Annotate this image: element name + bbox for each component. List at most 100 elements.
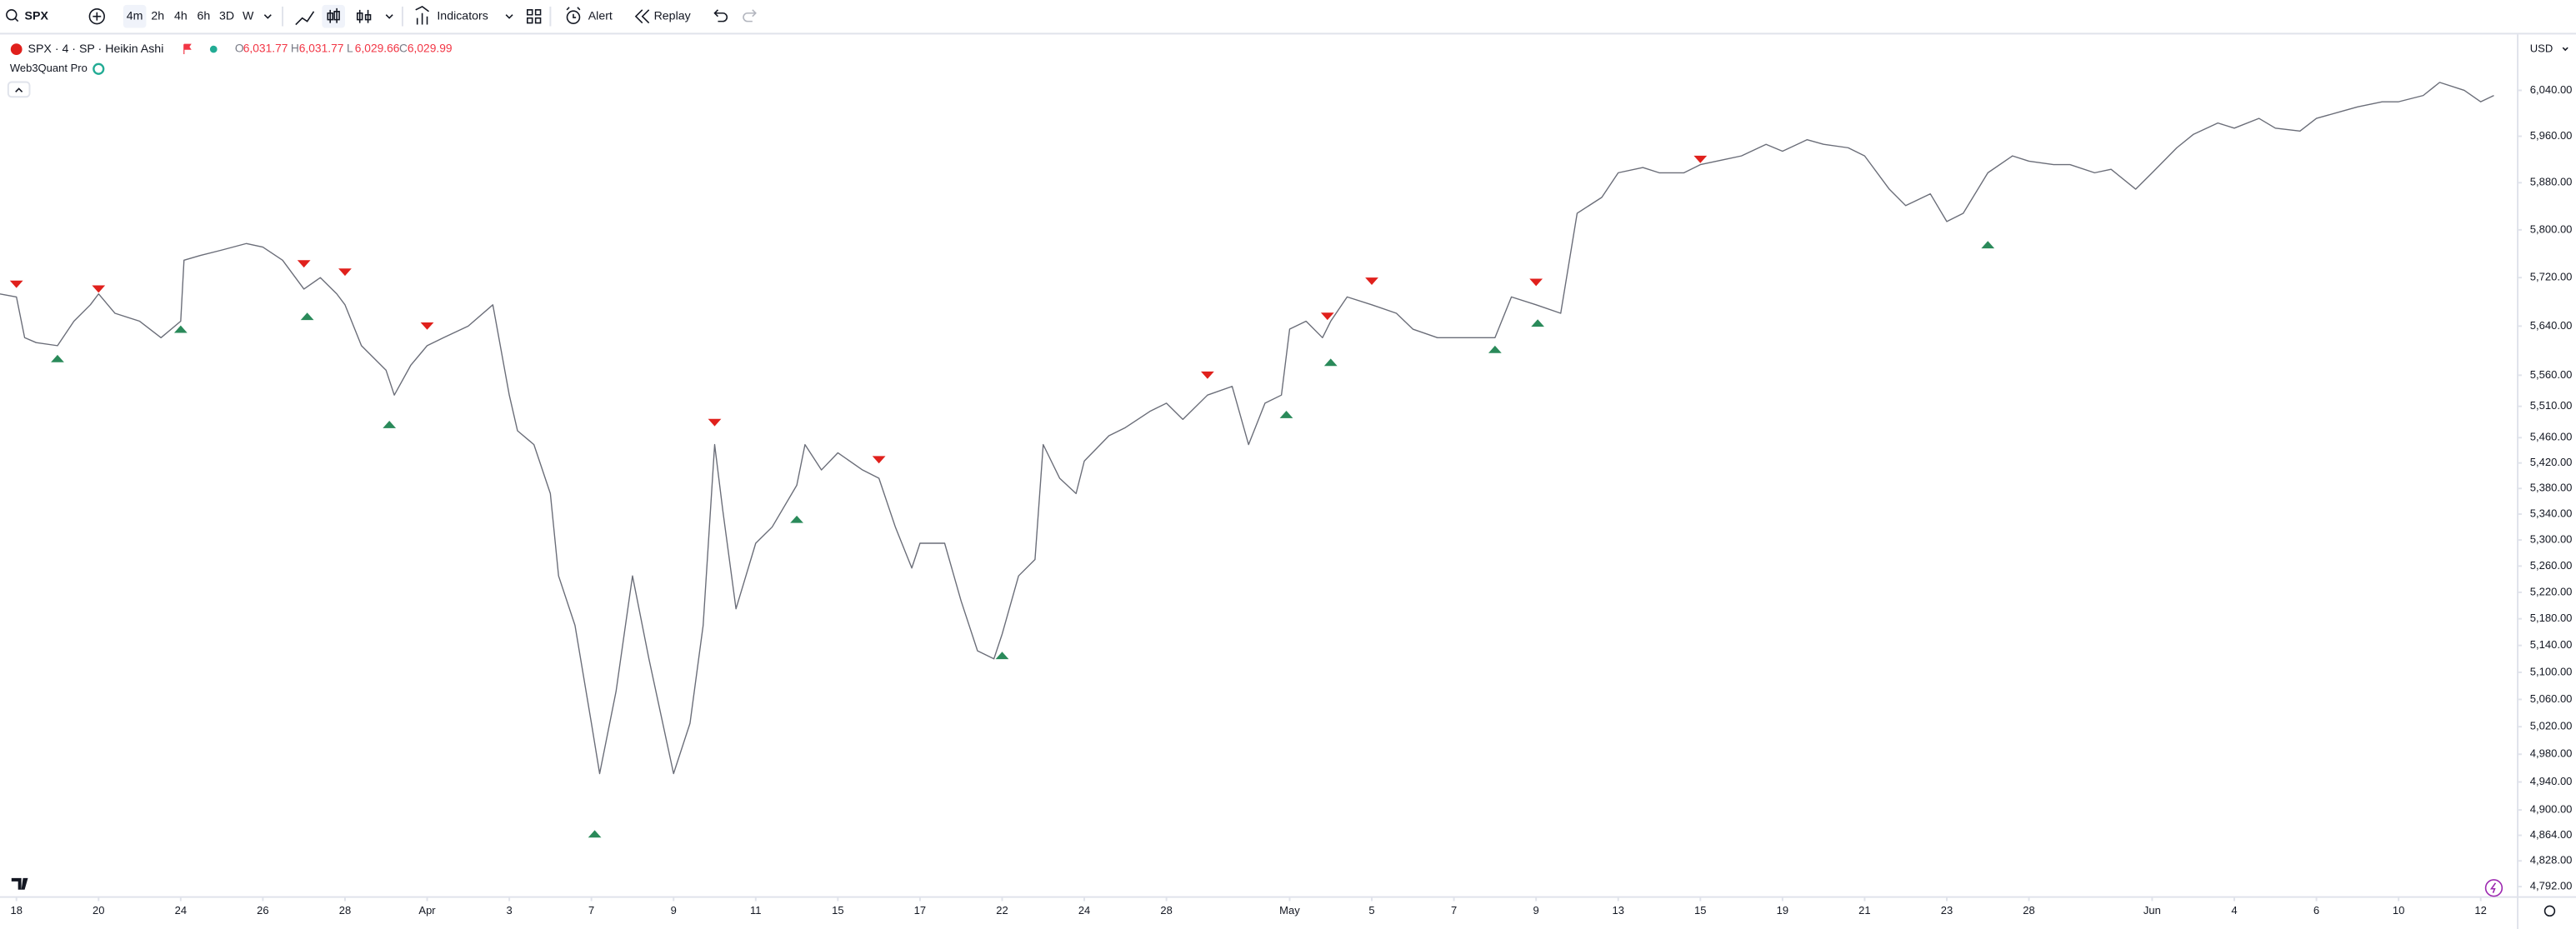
x-tick-label: 5 (1368, 904, 1374, 917)
sell-signal (1201, 371, 1214, 379)
currency[interactable]: USD (2530, 42, 2553, 55)
x-tick-label: 17 (914, 904, 926, 917)
interval-button[interactable]: W (243, 9, 254, 22)
ohlc-value: 6,029.99 (408, 42, 453, 55)
y-tick-label: 5,510.00 (2530, 399, 2573, 412)
x-tick-label: 21 (1858, 904, 1870, 917)
x-tick-label: 6 (2313, 904, 2319, 917)
x-tick-label: 15 (1694, 904, 1706, 917)
chart-type-dropdown[interactable] (385, 14, 393, 19)
x-tick-label: 15 (832, 904, 843, 917)
currency-dropdown[interactable] (2562, 47, 2568, 52)
replay-button[interactable]: Replay (654, 9, 692, 22)
replay-icon[interactable] (634, 9, 650, 24)
interval-button[interactable]: 6h (198, 9, 211, 22)
y-tick-label: 5,880.00 (2530, 176, 2573, 188)
y-tick-label: 5,020.00 (2530, 720, 2573, 732)
interval-button[interactable]: 4m (127, 9, 143, 22)
x-tick-label: 12 (2474, 904, 2486, 917)
buy-signal (173, 325, 188, 333)
sell-signal (1365, 277, 1378, 285)
settings-icon[interactable] (2543, 905, 2556, 917)
assistant-bolt (2489, 882, 2497, 893)
y-tick-label: 5,260.00 (2530, 559, 2573, 572)
assistant-icon[interactable] (2484, 879, 2503, 897)
alert-button[interactable]: Alert (588, 9, 613, 22)
compare-plus (93, 12, 102, 21)
buy-signal (790, 515, 803, 523)
indicators-button[interactable]: Indicators (437, 9, 488, 22)
flag-icon[interactable] (183, 43, 192, 55)
y-tick-label: 4,828.00 (2530, 854, 2573, 867)
ohlc-value: 6,031.77 (299, 42, 344, 55)
indicators-dropdown[interactable] (505, 14, 513, 19)
x-tick-label: May (1279, 904, 1300, 917)
buy-signal (1279, 410, 1293, 418)
y-tick-label: 5,800.00 (2530, 222, 2573, 235)
sell-signal (9, 280, 23, 288)
y-tick-label: 5,720.00 (2530, 271, 2573, 283)
sell-signal (1693, 155, 1708, 163)
y-tick-label: 5,420.00 (2530, 456, 2573, 468)
candles-button[interactable] (327, 7, 340, 23)
x-tick-label: 4 (2231, 904, 2237, 917)
sell-signal (1529, 278, 1543, 287)
y-tick-label: 5,460.00 (2530, 431, 2573, 443)
interval-button[interactable]: 3D (219, 9, 234, 22)
buy-signal (1981, 241, 1995, 249)
search-icon[interactable] (6, 9, 18, 21)
y-tick-label: 5,300.00 (2530, 533, 2573, 546)
intervals-dropdown[interactable] (263, 14, 272, 19)
chart-type-button[interactable] (356, 9, 372, 23)
indicators-icon[interactable] (415, 5, 429, 25)
collapse-chevron (15, 87, 23, 92)
interval-button[interactable]: 4h (174, 9, 188, 22)
x-tick-label: 24 (175, 904, 187, 917)
y-tick-label: 5,960.00 (2530, 129, 2573, 142)
buy-signal (588, 830, 602, 838)
toolbar: SPX 4m 2h 4h 6h 3D W Indicators Alert Replay (0, 4, 2576, 35)
buy-signal (995, 652, 1009, 660)
x-tick-label: 7 (588, 904, 594, 917)
x-tick-label: 28 (339, 904, 351, 917)
undo-button[interactable] (713, 9, 728, 22)
alert-icon-hands (566, 7, 581, 18)
compare-button[interactable] (88, 8, 105, 25)
layouts-button[interactable] (526, 9, 542, 24)
sell-signal (297, 260, 311, 268)
y-tick-label: 5,340.00 (2530, 507, 2573, 519)
interval-button[interactable]: 2h (151, 9, 164, 22)
y-tick-label: 5,640.00 (2530, 319, 2573, 332)
x-tick-label: 9 (671, 904, 677, 917)
legend-title: SPX · 4 · SP · Heikin Ashi (28, 42, 164, 56)
legend: SPX · 4 · SP · Heikin Ashi O 6,031.77 H … (7, 42, 2568, 98)
x-tick-label: 23 (1941, 904, 1953, 917)
x-tick-label: 10 (2393, 904, 2404, 917)
x-tick-label: 28 (2023, 904, 2034, 917)
buy-signal (1531, 319, 1545, 327)
buy-signal (300, 312, 314, 321)
ohlc-label: H (291, 42, 299, 55)
x-tick-label: 19 (1777, 904, 1788, 917)
x-tick-label: 9 (1533, 904, 1539, 917)
plot: 6,040.00 5,960.00 5,880.00 5,800.00 5,720.00… (0, 82, 2572, 917)
sell-signal (338, 268, 352, 277)
price-line (0, 82, 2494, 775)
symbol[interactable]: SPX (25, 9, 49, 22)
y-tick-label: 5,220.00 (2530, 585, 2573, 597)
tv-logo[interactable] (11, 877, 28, 890)
alert-icon[interactable] (566, 10, 581, 24)
ohlc-label: C (399, 42, 408, 55)
y-tick-label: 4,980.00 (2530, 747, 2573, 760)
x-tick-label: 26 (257, 904, 268, 917)
indicator-name[interactable]: Web3Quant Pro (10, 62, 88, 74)
x-tick-label: 24 (1078, 904, 1090, 917)
buy-signal (51, 354, 64, 362)
y-tick-label: 5,140.00 (2530, 638, 2573, 651)
ohlc-label: O (235, 42, 244, 55)
bar-style-button[interactable] (295, 11, 315, 26)
redo-button[interactable] (743, 9, 757, 22)
sell-signal (872, 456, 886, 464)
